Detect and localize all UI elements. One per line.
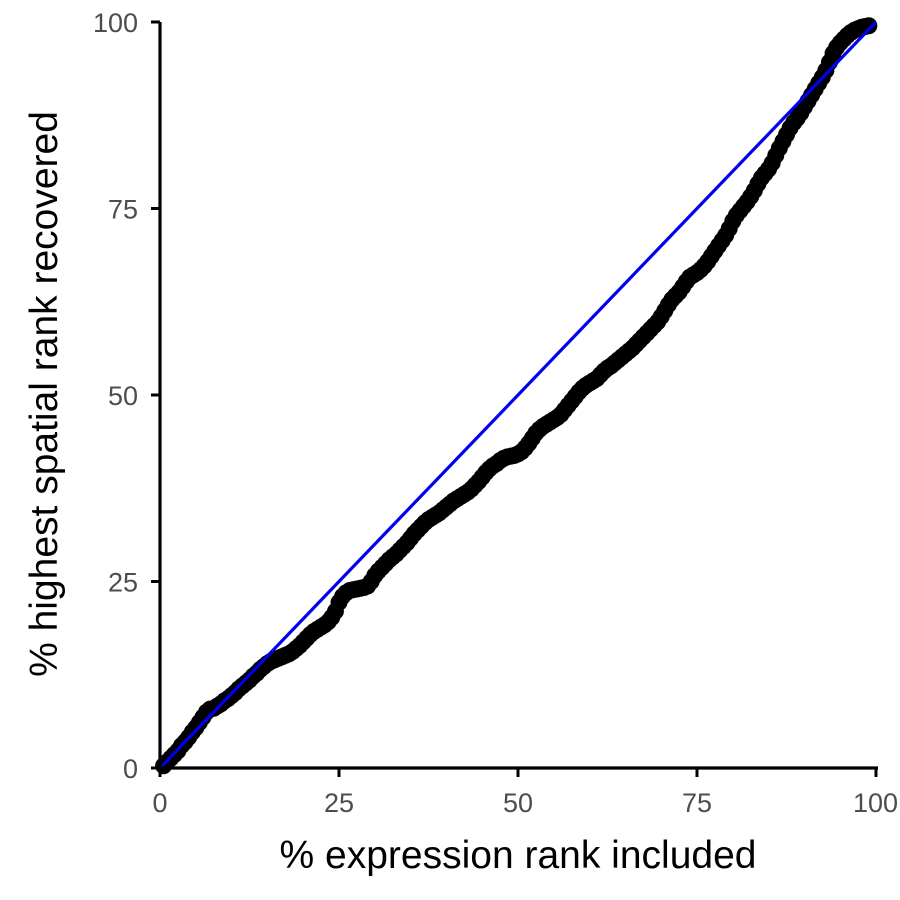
x-ticks: 0 25 50 75 100 (152, 788, 898, 818)
reference-line-layer (158, 20, 878, 770)
identity-reference-line (158, 20, 878, 770)
axes-layer (151, 20, 878, 777)
x-tick-label: 25 (324, 788, 354, 818)
y-tick-label: 100 (93, 8, 138, 38)
x-tick-label: 0 (152, 788, 167, 818)
x-tick-label: 75 (682, 788, 712, 818)
y-ticks: 0 25 50 75 100 (93, 8, 138, 784)
y-axis-title: % highest spatial rank recovered (23, 111, 66, 677)
x-axis-title: % expression rank included (280, 834, 757, 877)
data-point (860, 17, 878, 35)
y-tick-label: 75 (108, 195, 138, 225)
x-tick-label: 50 (503, 788, 533, 818)
y-tick-label: 50 (108, 381, 138, 411)
y-tick-label: 25 (108, 568, 138, 598)
y-tick-label: 0 (123, 754, 138, 784)
x-tick-label: 100 (853, 788, 898, 818)
